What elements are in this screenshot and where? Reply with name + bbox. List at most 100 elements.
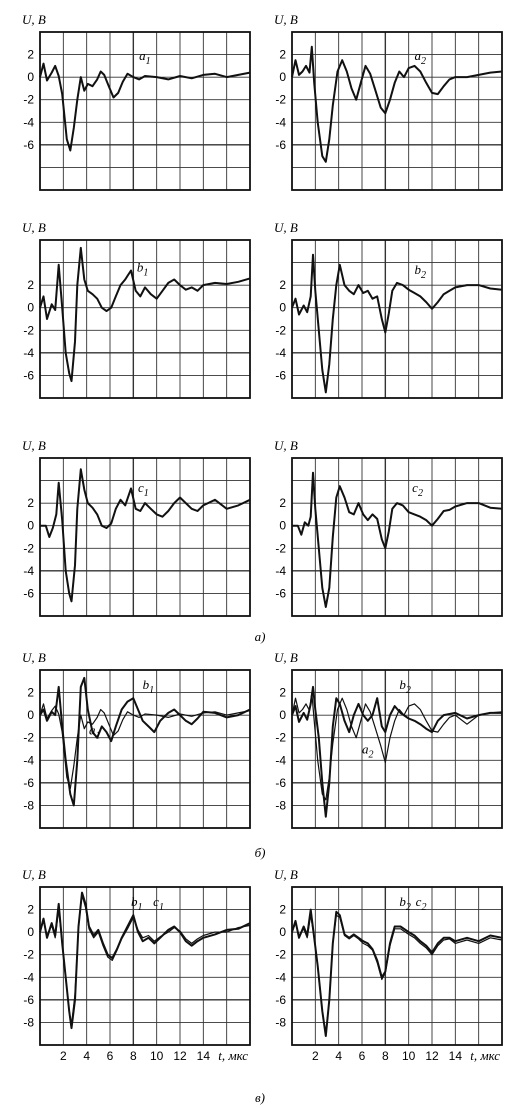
y-tick-label: 2 [279,278,286,292]
y-tick-label: 0 [279,70,286,84]
oscillogram-10: U, В 2 0 -2 -4 -6 -8 2 4 6 8 10 12 14 t, мкс b2 c2 [274,867,502,1063]
y-axis-label: U, В [22,867,46,882]
y-tick-label: -4 [23,564,34,578]
y-tick-label: -8 [275,798,286,812]
plot-frame [292,670,502,828]
y-tick-label: 2 [27,686,34,700]
series-label-b1: b1 [143,677,155,696]
x-tick-label: 8 [382,1049,389,1063]
y-tick-label: -4 [23,970,34,984]
y-tick-label: -4 [23,753,34,767]
y-tick-label: 2 [279,496,286,510]
oscillogram-6: U, В 2 0 -2 -4 -6 c2 [274,438,502,616]
series-line-a1 [40,704,250,789]
y-tick-label: 2 [279,903,286,917]
series-label-a1: a1 [139,48,151,67]
svg-text:в): в) [255,1090,265,1105]
y-tick-label: -6 [275,138,286,152]
x-tick-label: 14 [197,1049,211,1063]
series-label-c1: c1 [153,894,164,913]
x-tick-label: 2 [312,1049,319,1063]
y-tick-label: -4 [275,970,286,984]
y-axis-label: U, В [274,867,298,882]
y-tick-label: -2 [275,541,286,555]
svg-text:б): б) [255,845,266,860]
y-tick-label: 0 [27,70,34,84]
y-tick-label: -2 [275,93,286,107]
plot-frame [40,670,250,828]
y-tick-label: -2 [23,93,34,107]
y-tick-label: 0 [279,519,286,533]
x-tick-label: 6 [359,1049,366,1063]
oscillogram-4: U, В 2 0 -2 -4 -6 b2 [274,220,502,398]
y-tick-label: -6 [23,368,34,382]
y-axis-label: U, В [22,650,46,665]
x-axis-label: t, мкс [470,1048,500,1063]
x-tick-label: 10 [402,1049,416,1063]
y-tick-label: 2 [279,686,286,700]
series-label-c2: c2 [412,480,423,499]
y-axis-label: U, В [22,438,46,453]
series-line-c2 [292,915,502,1033]
y-tick-label: -2 [23,323,34,337]
y-tick-label: -2 [23,731,34,745]
y-tick-label: -6 [23,776,34,790]
panel-label-c: в) [255,1090,265,1105]
panel-label-b: б) [255,845,266,860]
y-tick-label: -2 [23,948,34,962]
y-axis-label: U, В [274,650,298,665]
y-tick-label: -8 [275,1015,286,1029]
series-label-a1: a1 [89,722,101,741]
x-tick-label: 14 [449,1049,463,1063]
oscillogram-3: U, В20-2-4-6b1 [22,220,250,398]
x-tick-label: 2 [60,1049,67,1063]
series-line-b2 [292,687,502,817]
x-tick-label: 12 [173,1049,187,1063]
y-tick-label: -6 [23,138,34,152]
series-line-b1 [40,678,250,806]
series-label-b2: b2 [415,262,427,281]
y-tick-label: 0 [279,708,286,722]
y-tick-label: 0 [27,519,34,533]
y-axis-label: U, В [274,220,298,235]
y-tick-label: 2 [27,48,34,62]
plot-frame [292,32,502,190]
x-tick-label: 4 [83,1049,90,1063]
y-tick-label: -4 [275,115,286,129]
y-tick-label: -2 [275,323,286,337]
oscillogram-8: U, В 2 0 -2 -4 -6 -8 b2 a2 [274,650,502,828]
y-tick-label: -4 [23,115,34,129]
y-tick-label: -8 [23,798,34,812]
x-tick-label: 8 [130,1049,137,1063]
series-label-a2: a2 [362,742,374,761]
oscillogram-9: U, В 2 0 -2 -4 -6 -8 2 4 6 8 10 12 14 t, мкс b1 c1 [22,867,250,1063]
y-tick-label: 2 [279,48,286,62]
y-axis-label: U, В [274,438,298,453]
y-tick-label: -6 [275,993,286,1007]
oscillogram-5: U, В 2 0 -2 -4 -6 c1 [22,438,250,616]
series-line-c1 [40,895,250,1025]
x-tick-label: 4 [335,1049,342,1063]
y-tick-label: 2 [27,903,34,917]
x-tick-label: 10 [150,1049,164,1063]
y-tick-label: -4 [275,346,286,360]
x-tick-label: 12 [425,1049,439,1063]
oscillogram-1: U, В 2 0 -2 -4 -6 a1 [22,12,250,190]
y-tick-label: 0 [27,925,34,939]
oscillogram-7: U, В 2 0 -2 -4 -6 -8 b1 a1 [22,650,250,828]
y-tick-label: -2 [275,731,286,745]
y-tick-label: 0 [279,925,286,939]
y-tick-label: -6 [23,993,34,1007]
series-line-b2 [292,255,502,393]
series-line-b1 [40,893,250,1029]
svg-text:а): а) [255,629,266,644]
series-line-c2 [292,473,502,607]
y-axis-label: U, В [22,220,46,235]
x-tick-label: 6 [107,1049,114,1063]
y-tick-label: -6 [275,586,286,600]
y-tick-label: 0 [27,708,34,722]
y-tick-label: 0 [279,301,286,315]
y-tick-label: -8 [23,1015,34,1029]
panel-label-a: а) [255,629,266,644]
y-tick-label: -2 [275,948,286,962]
